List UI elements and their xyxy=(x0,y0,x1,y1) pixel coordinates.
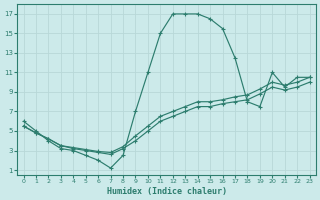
X-axis label: Humidex (Indice chaleur): Humidex (Indice chaleur) xyxy=(107,187,227,196)
